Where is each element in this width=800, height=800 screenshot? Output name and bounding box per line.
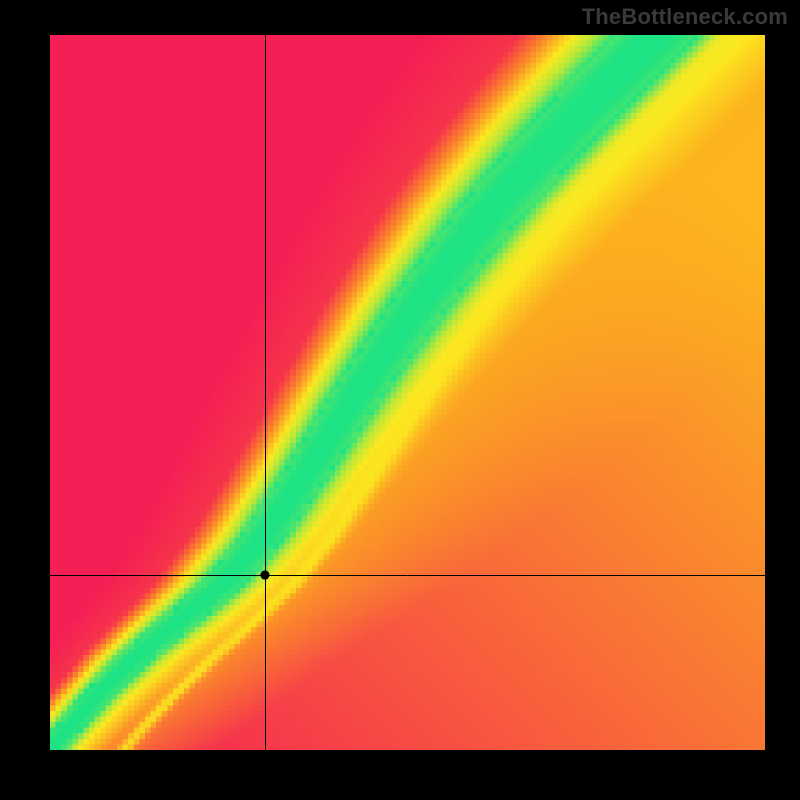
heatmap-plot xyxy=(50,35,765,750)
watermark-text: TheBottleneck.com xyxy=(582,4,788,30)
crosshair-overlay xyxy=(50,35,765,750)
